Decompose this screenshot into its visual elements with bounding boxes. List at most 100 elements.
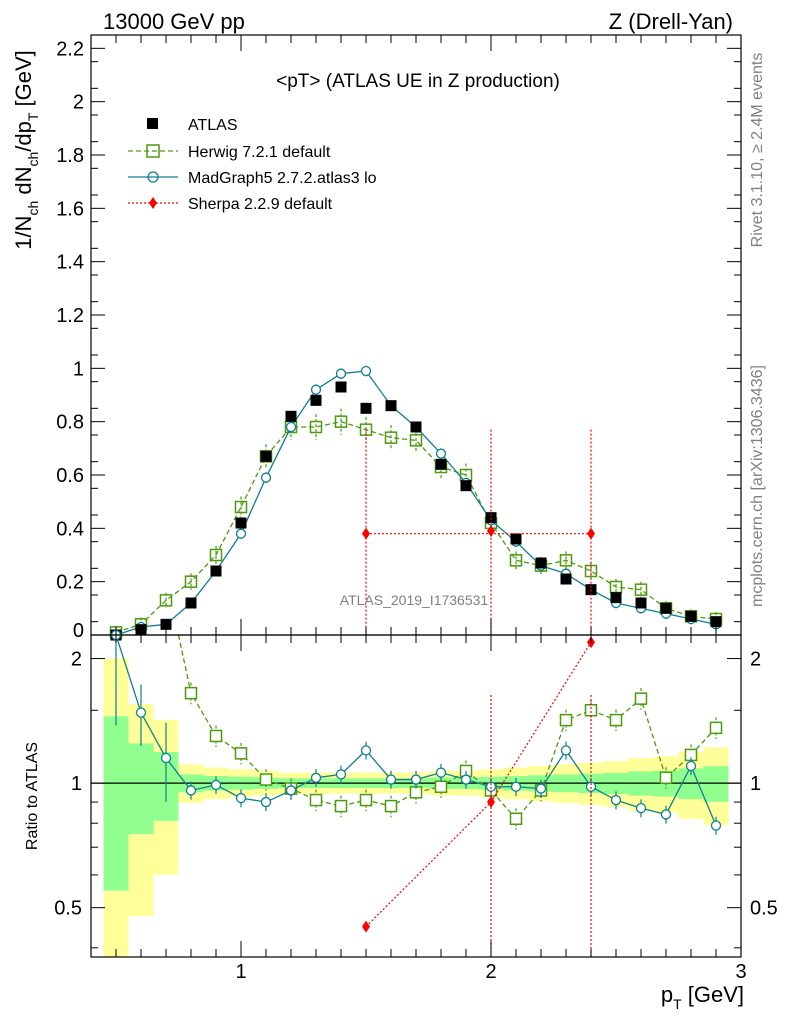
ratio-madgraph-point [560, 745, 572, 756]
ratio-madgraph-point [160, 752, 172, 764]
ratio-herwig-point [309, 793, 323, 807]
ratio-herwig-point [634, 692, 648, 705]
ratio-herwig-point [559, 713, 573, 727]
ratio-y-tick-label-right: 0.5 [750, 898, 778, 920]
ratio-herwig-point [359, 793, 373, 807]
rivet-label: Rivet 3.1.10, ≥ 2.4M events [749, 53, 766, 248]
frame-layer: 0 0.2 0.4 0.6 0.8 1 1.2 1.4 1.6 1.8 2 2.2 1 2 3 0.5 0.5 1… [54, 34, 778, 983]
ratio-madgraph-point [385, 774, 397, 785]
main-y-tick-label: 1 [73, 358, 84, 380]
ratio-madgraph-point [310, 772, 322, 783]
header-left: 13000 GeV pp [103, 9, 245, 34]
ratio-y-tick-label-left: 2 [71, 649, 82, 671]
ratio-madgraph-point [410, 774, 422, 785]
atlas-point [260, 450, 272, 462]
ratio-madgraph-point [185, 785, 197, 796]
atlas-point [535, 557, 547, 569]
ratio-madgraph-point [335, 769, 347, 780]
ratio-madgraph-point [210, 779, 222, 791]
ratio-sherpa-point [362, 920, 370, 933]
atlas-point [610, 592, 622, 604]
atlas-point [360, 402, 372, 414]
legend-marker-atlas [147, 118, 158, 129]
herwig-point [584, 564, 598, 578]
madgraph-point [360, 365, 372, 377]
atlas-point [285, 410, 297, 422]
atlas-point [410, 421, 422, 433]
ratio-madgraph-point [260, 796, 272, 808]
ratio-y-axis-label: Ratio to ATLAS [24, 742, 41, 850]
ratio-y-tick-label-right: 2 [750, 649, 761, 671]
herwig-point [309, 420, 323, 434]
atlas-point [210, 565, 222, 577]
atlas-point [435, 458, 447, 470]
atlas-point [460, 480, 472, 492]
sherpa-point [487, 525, 495, 537]
madgraph-point [235, 528, 247, 539]
ratio-madgraph-point [685, 760, 697, 772]
ratio-madgraph-point [535, 783, 547, 794]
ratio-y-tick-label-right: 1 [750, 773, 761, 795]
herwig-point [634, 583, 648, 596]
ratio-madgraph-point [235, 792, 247, 804]
ratio-herwig-point [209, 729, 223, 743]
ratio-herwig-point [234, 747, 248, 760]
madgraph-point [310, 384, 322, 395]
herwig-point [234, 500, 248, 514]
x-axis-label: pT [GeV] [661, 982, 744, 1012]
atlas-point [385, 400, 397, 412]
atlas-point [660, 602, 672, 614]
x-tick-label: 1 [235, 961, 246, 983]
band-inner [103, 716, 129, 891]
legend: ATLAS Herwig 7.2.1 default MadGraph5 2.7… [128, 117, 377, 213]
atlas-point [160, 618, 172, 630]
ratio-y-tick-label-left: 1 [71, 773, 82, 795]
main-y-tick-label: 0.8 [56, 412, 84, 434]
ratio-madgraph-point [510, 781, 522, 792]
ratio-herwig-point [709, 721, 723, 735]
source-label: mcplots.cern.ch [arXiv:1306.3436] [749, 365, 766, 607]
ratio-madgraph-point [435, 767, 447, 778]
legend-marker-sherpa [149, 197, 157, 209]
herwig-line [115, 420, 717, 633]
madgraph-point [285, 421, 297, 433]
madgraph-point [435, 448, 447, 459]
main-y-tick-label: 1.2 [56, 305, 84, 327]
herwig-point [384, 431, 398, 444]
main-y-tick-label: 0 [73, 620, 84, 642]
atlas-point [710, 616, 722, 628]
madgraph-point [260, 472, 272, 483]
ratio-herwig-point [659, 771, 673, 785]
main-y-tick-label: 0.6 [56, 465, 84, 487]
ratio-herwig-point [184, 686, 198, 700]
ratio-madgraph-point [710, 820, 722, 831]
legend-label-madgraph: MadGraph5 2.7.2.atlas3 lo [188, 170, 377, 187]
band-inner [703, 766, 729, 802]
band-inner [128, 743, 154, 835]
ratio-herwig-point [509, 812, 523, 826]
watermark: ATLAS_2019_I1736531 [340, 592, 489, 608]
herwig-point [409, 434, 423, 447]
main-y-tick-label: 0.4 [56, 518, 84, 540]
ratio-madgraph-point [285, 785, 297, 796]
ratio-sherpa-point [487, 796, 495, 809]
herwig-point [509, 554, 523, 567]
legend-label-herwig: Herwig 7.2.1 default [188, 144, 331, 161]
ratio-herwig-point [384, 799, 398, 813]
atlas-point [235, 517, 247, 529]
ratio-madgraph-point [660, 809, 672, 820]
atlas-point [510, 533, 522, 545]
main-y-tick-label: 1.6 [56, 198, 84, 220]
atlas-point [185, 597, 197, 609]
herwig-point [159, 594, 173, 607]
main-y-tick-label: 0.2 [56, 572, 84, 594]
atlas-point [310, 394, 322, 406]
main-y-tick-label: 2.2 [56, 38, 84, 60]
ratio-herwig-point [609, 713, 623, 727]
legend-label-sherpa: Sherpa 2.2.9 default [188, 196, 333, 213]
herwig-point [209, 548, 223, 562]
plot-title: <pT> (ATLAS UE in Z production) [276, 71, 560, 92]
ratio-y-tick-label-left: 0.5 [54, 898, 82, 920]
atlas-point [560, 573, 572, 585]
main-y-tick-label: 1.4 [56, 252, 84, 274]
